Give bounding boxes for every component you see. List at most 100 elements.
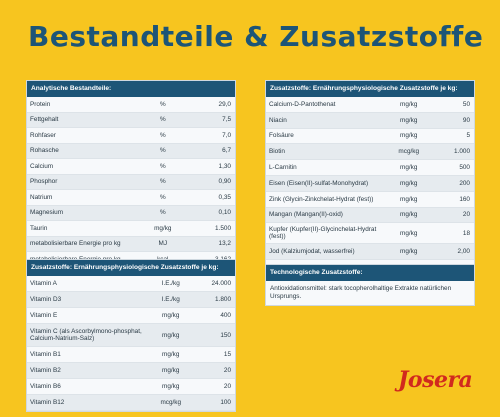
row-unit: MJ bbox=[158, 240, 168, 248]
row-name: Fettgehalt bbox=[30, 116, 59, 124]
row-name: Folsäure bbox=[269, 132, 294, 140]
analytical-rows: Protein% 29,0 Fettgehalt% 7,5 Rohfaser% 7,0 Ro… bbox=[27, 97, 235, 268]
row-name: Vitamin B2 bbox=[30, 366, 61, 374]
josera-logo: Josera bbox=[398, 367, 473, 393]
additives-table: Zusatzstoffe: Ernährungsphysiologische Z… bbox=[265, 80, 475, 277]
table-row: Mangan (Mangan(II)-oxid) mg/kg 20 bbox=[266, 207, 474, 224]
table-row: Eisen (Eisen(II)-sulfat-Monohydrat) mg/kg… bbox=[266, 175, 474, 192]
table-row: Taurin mg/kg 1.500 bbox=[27, 221, 235, 237]
row-name: Calcium-D-Pantothenat bbox=[269, 100, 336, 108]
row-unit: mg/kg bbox=[162, 312, 180, 319]
row-value: 29,0 bbox=[218, 100, 231, 108]
table-row: Natrium% 0,35 bbox=[27, 190, 235, 206]
row-value: 1.500 bbox=[215, 224, 231, 232]
row-name: Rohfaser bbox=[30, 131, 56, 139]
row-value: 90 bbox=[462, 116, 470, 124]
table-row: Biotin mcg/kg 1.000 bbox=[266, 144, 474, 161]
row-name: Vitamin B12 bbox=[30, 398, 65, 406]
row-value: 0,35 bbox=[218, 193, 231, 201]
row-name: Zink (Glycin-Zinkchelat-Hydrat (fest)) bbox=[269, 195, 374, 203]
row-name: Calcium bbox=[30, 162, 54, 170]
table-row: Zink (Glycin-Zinkchelat-Hydrat (fest)) mg… bbox=[266, 192, 474, 208]
row-name: Vitamin B1 bbox=[30, 350, 61, 358]
table-row: Kupfer (Kupfer(II)-Glycinchelat-Hydrat (… bbox=[266, 223, 474, 245]
row-value: 0,10 bbox=[218, 209, 231, 217]
row-value: 20 bbox=[223, 383, 231, 390]
technological-text: Antioxidationsmittel: stark tocopherolha… bbox=[270, 285, 452, 300]
table-row: Phosphor% 0,90 bbox=[27, 174, 235, 190]
table-row: Protein% 29,0 bbox=[27, 97, 235, 113]
row-unit: mg/kg bbox=[162, 331, 180, 339]
row-value: 6,7 bbox=[222, 147, 231, 155]
row-name: Niacin bbox=[269, 116, 287, 124]
row-unit: % bbox=[159, 178, 166, 186]
table-row: metabolisierbare Energie pro kg MJ 13,2 bbox=[27, 236, 235, 252]
row-unit: % bbox=[159, 193, 166, 201]
table-row: Calcium% 1,30 bbox=[27, 159, 235, 175]
row-value: 7,5 bbox=[222, 116, 231, 124]
row-unit: % bbox=[159, 131, 166, 139]
row-value: 400 bbox=[220, 312, 231, 319]
table-row: Rohfaser% 7,0 bbox=[27, 128, 235, 144]
table-row: Magnesium% 0,10 bbox=[27, 205, 235, 221]
row-value: 18 bbox=[462, 229, 470, 237]
technological-box: Technologische Zusatzstoffe: Antioxidati… bbox=[265, 264, 475, 306]
row-value: 20 bbox=[462, 211, 470, 219]
row-unit: mcg/kg bbox=[398, 148, 420, 156]
row-unit: I.E./kg bbox=[161, 280, 180, 287]
row-unit: mg/kg bbox=[400, 195, 418, 203]
row-unit: % bbox=[159, 209, 166, 217]
row-name: Phosphor bbox=[30, 178, 58, 186]
row-unit: mg/kg bbox=[400, 229, 418, 237]
row-unit: % bbox=[159, 100, 166, 108]
row-value: 1.800 bbox=[215, 296, 231, 303]
row-value: 1.000 bbox=[454, 148, 470, 156]
additives-table-header: Zusatzstoffe: Ernährungsphysiologische Z… bbox=[266, 81, 474, 97]
row-value: 20 bbox=[223, 367, 231, 374]
row-name: Natrium bbox=[30, 193, 53, 201]
row-unit: % bbox=[159, 116, 166, 124]
row-name: Vitamin C (als Ascorbylmono-phosphat, Ca… bbox=[30, 327, 142, 342]
row-name: Jod (Kalziumjodat, wasserfrei) bbox=[269, 248, 355, 256]
row-unit: I.E./kg bbox=[161, 296, 180, 303]
row-unit: mg/kg bbox=[400, 248, 418, 256]
analytical-table: Analytische Bestandteile: Protein% 29,0 Fe… bbox=[26, 80, 236, 269]
page-title: Bestandteile & Zusatzstoffe bbox=[28, 20, 484, 53]
row-value: 13,2 bbox=[218, 240, 231, 248]
table-row: Rohasche% 6,7 bbox=[27, 143, 235, 159]
table-row: Vitamin D3 I.E./kg 1.800 bbox=[27, 292, 235, 308]
table-row: Vitamin B12 mcg/kg 100 bbox=[27, 395, 235, 411]
row-unit: mcg/kg bbox=[160, 399, 182, 406]
row-unit: mg/kg bbox=[162, 367, 180, 374]
row-value: 24.000 bbox=[211, 280, 231, 287]
vitamins-table: Zusatzstoffe: Ernährungsphysiologische Z… bbox=[26, 259, 236, 412]
row-name: Taurin bbox=[30, 224, 48, 232]
vitamins-table-header: Zusatzstoffe: Ernährungsphysiologische Z… bbox=[27, 260, 235, 276]
table-row: Vitamin B2 mg/kg 20 bbox=[27, 363, 235, 379]
row-value: 2,00 bbox=[457, 248, 470, 256]
row-unit: mg/kg bbox=[400, 179, 418, 187]
row-value: 0,90 bbox=[218, 178, 231, 186]
row-name: Vitamin D3 bbox=[30, 295, 62, 303]
row-value: 7,0 bbox=[222, 131, 231, 139]
row-name: Magnesium bbox=[30, 209, 64, 217]
analytical-table-header: Analytische Bestandteile: bbox=[27, 81, 235, 97]
row-unit: mg/kg bbox=[162, 351, 180, 358]
row-unit: mg/kg bbox=[154, 224, 172, 232]
row-value: 500 bbox=[459, 164, 470, 172]
row-unit: mg/kg bbox=[400, 132, 418, 140]
table-row: Niacin mg/kg 90 bbox=[266, 112, 474, 129]
table-row: Fettgehalt% 7,5 bbox=[27, 112, 235, 128]
row-name: Kupfer (Kupfer(II)-Glycinchelat-Hydrat (… bbox=[269, 226, 377, 241]
row-name: Mangan (Mangan(II)-oxid) bbox=[269, 211, 343, 219]
row-name: Protein bbox=[30, 100, 51, 108]
table-row: L-Carnitin mg/kg 500 bbox=[266, 160, 474, 176]
row-value: 1,30 bbox=[218, 162, 231, 170]
row-unit: mg/kg bbox=[400, 116, 418, 124]
table-row: Vitamin B6 mg/kg 20 bbox=[27, 379, 235, 395]
row-unit: mg/kg bbox=[400, 164, 418, 172]
row-value: 100 bbox=[220, 399, 231, 406]
table-row: Vitamin B1 mg/kg 15 bbox=[27, 347, 235, 363]
row-value: 15 bbox=[223, 351, 231, 358]
row-value: 200 bbox=[459, 179, 470, 187]
